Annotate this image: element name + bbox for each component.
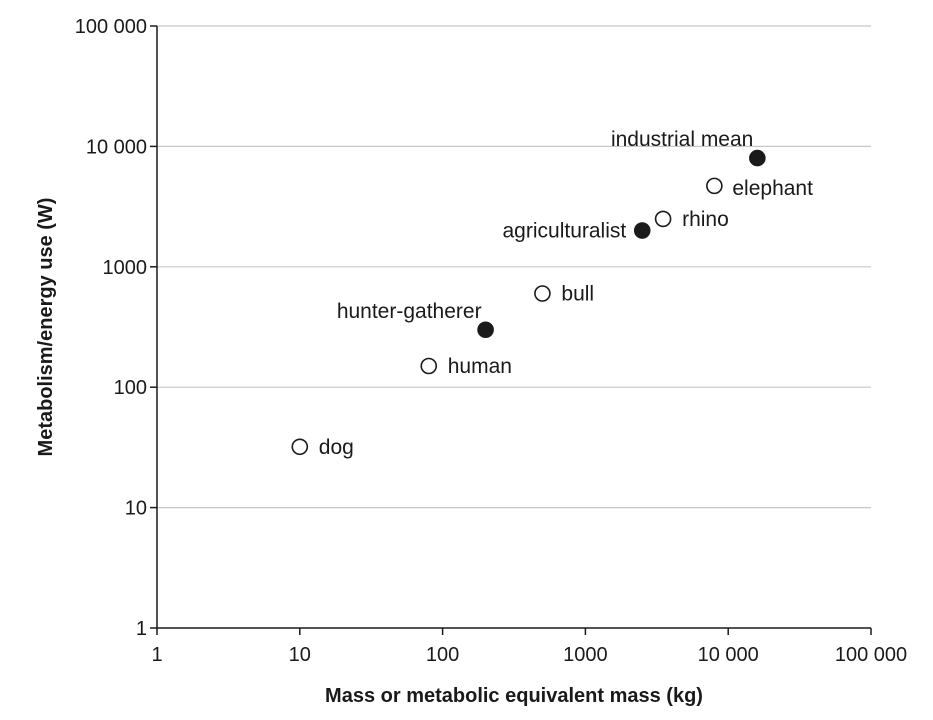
filled-point-industrial-mean xyxy=(749,149,766,167)
point-label-industrial-mean: industrial mean xyxy=(611,128,753,151)
point-labels: dog human hunter-gatherer bull agriculturali… xyxy=(319,128,813,459)
point-label-human: human xyxy=(448,355,512,378)
x-tick-label: 10 xyxy=(289,644,311,666)
x-tick-label: 1000 xyxy=(563,644,608,666)
gridlines xyxy=(157,25,871,509)
y-tick-label: 1000 xyxy=(103,257,148,279)
point-label-hunter-gatherer: hunter-gatherer xyxy=(337,300,482,323)
open-point-rhino xyxy=(654,210,672,228)
y-tick-label: 100 xyxy=(114,377,147,399)
y-tick-label: 10 000 xyxy=(86,136,147,158)
point-label-rhino: rhino xyxy=(682,208,729,231)
open-point-human xyxy=(420,357,438,375)
data-points xyxy=(291,149,766,456)
open-point-elephant xyxy=(706,177,723,195)
filled-point-hunter-gatherer xyxy=(477,321,494,339)
y-tick-label: 10 xyxy=(125,498,147,520)
axes xyxy=(150,25,872,635)
x-tick-label: 10 000 xyxy=(698,644,759,666)
x-axis-title: Mass or metabolic equivalent mass (kg) xyxy=(325,685,703,707)
tick-labels: 1 10 100 1000 10 000 100 000 1 10 100 1000 10 000 1… xyxy=(75,16,907,666)
point-label-elephant: elephant xyxy=(732,177,813,200)
point-label-agriculturalist: agriculturalist xyxy=(503,220,627,243)
x-tick-label: 100 000 xyxy=(835,644,907,666)
open-point-dog xyxy=(291,438,309,456)
open-point-bull xyxy=(534,285,551,302)
y-axis-title: Metabolism/energy use (W) xyxy=(35,198,57,457)
y-tick-label: 1 xyxy=(136,618,147,640)
point-label-bull: bull xyxy=(561,283,594,306)
point-label-dog: dog xyxy=(319,436,354,459)
y-tick-label: 100 000 xyxy=(75,16,147,38)
x-tick-label: 1 xyxy=(151,644,162,666)
x-tick-label: 100 xyxy=(426,644,459,666)
filled-point-agriculturalist xyxy=(633,222,651,239)
